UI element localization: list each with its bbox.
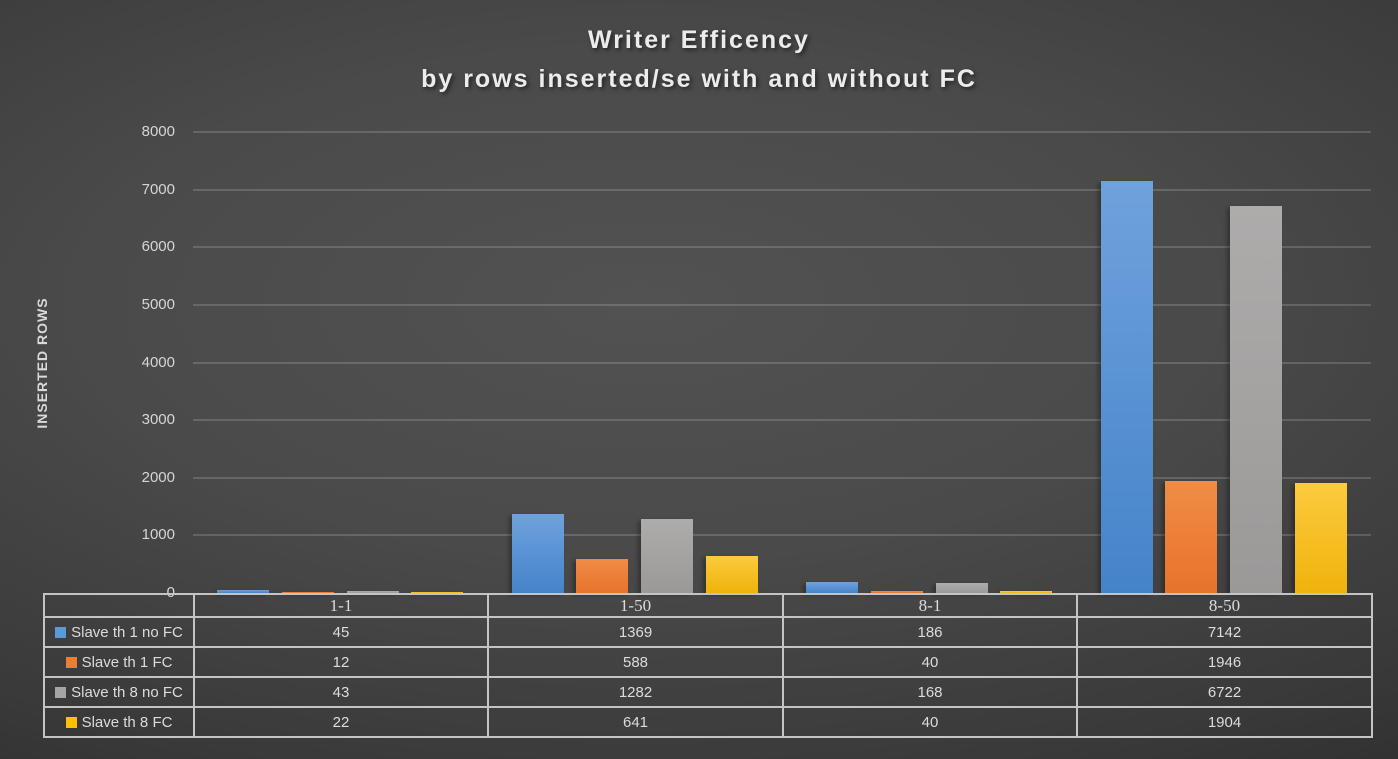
table-row-slave-th-1-fc: Slave th 1 FC 12 588 40 1946 xyxy=(43,646,1373,678)
table-header-row: 1-1 1-50 8-1 8-50 xyxy=(43,593,1373,618)
value-cell-slave-th-1-no-fc-1-1: 45 xyxy=(193,616,489,648)
chart-title-line-1: Writer Efficency xyxy=(588,26,810,54)
bar-slave-th-1-no-fc-8-50 xyxy=(1100,181,1153,593)
bar-slave-th-8-fc-1-50 xyxy=(705,556,758,593)
table-row-slave-th-1-no-fc: Slave th 1 no FC 45 1369 186 7142 xyxy=(43,616,1373,648)
chart-title: Writer Efficency by rows inserted/se wit… xyxy=(0,21,1398,99)
data-table: 1-1 1-50 8-1 8-50 Slave th 1 no FC 45 1369 186 7… xyxy=(43,593,1373,738)
category-header-8-1: 8-1 xyxy=(782,593,1078,618)
gridline xyxy=(193,534,1371,537)
series-legend-slave-th-1-fc: Slave th 1 FC xyxy=(43,646,195,678)
table-row-slave-th-8-fc: Slave th 8 FC 22 641 40 1904 xyxy=(43,706,1373,738)
y-axis-tick-label: 8000 xyxy=(141,123,175,140)
chart-title-line-2: by rows inserted/se with and without FC xyxy=(421,65,977,93)
gridline xyxy=(193,131,1371,133)
bar-group-8-50 xyxy=(1077,132,1372,593)
gridline xyxy=(193,246,1371,249)
bar-slave-th-8-fc-1-1 xyxy=(411,591,464,593)
bar-slave-th-8-fc-8-50 xyxy=(1294,483,1347,593)
y-axis-title: INSERTED ROWS xyxy=(34,297,50,429)
gridline xyxy=(193,361,1371,364)
y-axis-tick-label: 5000 xyxy=(141,295,175,313)
y-axis-tick-label: 6000 xyxy=(141,238,175,256)
bar-slave-th-1-fc-8-50 xyxy=(1165,480,1218,593)
gridline xyxy=(193,188,1371,191)
bar-slave-th-1-no-fc-1-50 xyxy=(511,514,564,593)
legend-swatch-icon xyxy=(65,716,77,728)
gridline xyxy=(193,476,1371,479)
value-cell-slave-th-1-fc-8-1: 40 xyxy=(782,646,1078,678)
plot-area xyxy=(193,131,1372,593)
legend-swatch-icon xyxy=(55,686,67,698)
category-header-1-1: 1-1 xyxy=(193,593,489,618)
value-cell-slave-th-1-fc-1-1: 12 xyxy=(193,646,489,678)
value-cell-slave-th-8-no-fc-8-50: 6722 xyxy=(1076,676,1373,708)
bar-slave-th-8-no-fc-8-1 xyxy=(935,583,988,593)
value-cell-slave-th-1-no-fc-1-50: 1369 xyxy=(487,616,784,648)
value-cell-slave-th-1-fc-1-50: 588 xyxy=(487,646,784,678)
bar-slave-th-1-no-fc-1-1 xyxy=(217,590,270,593)
series-name: Slave th 8 FC xyxy=(81,713,173,731)
category-header-1-50: 1-50 xyxy=(487,593,784,618)
legend-swatch-icon xyxy=(55,626,67,638)
y-axis-tick-label: 2000 xyxy=(141,468,175,486)
value-cell-slave-th-1-fc-8-50: 1946 xyxy=(1076,646,1373,678)
bar-group-8-1 xyxy=(782,132,1077,593)
gridline xyxy=(193,419,1371,422)
y-axis-tick-label: 0 xyxy=(166,584,175,601)
series-legend-slave-th-1-no-fc: Slave th 1 no FC xyxy=(43,616,195,648)
bar-slave-th-1-no-fc-8-1 xyxy=(806,582,859,593)
value-cell-slave-th-1-no-fc-8-1: 186 xyxy=(782,616,1078,648)
value-cell-slave-th-8-no-fc-1-50: 1282 xyxy=(487,676,784,708)
value-cell-slave-th-8-fc-8-50: 1904 xyxy=(1076,706,1373,738)
bar-slave-th-8-no-fc-1-1 xyxy=(346,590,399,593)
series-legend-slave-th-8-no-fc: Slave th 8 no FC xyxy=(43,676,195,708)
bar-slave-th-1-fc-1-1 xyxy=(281,592,334,593)
bar-slave-th-8-fc-8-1 xyxy=(1000,590,1053,593)
bar-group-1-1 xyxy=(193,132,488,593)
series-name: Slave th 1 no FC xyxy=(71,623,183,641)
legend-swatch-icon xyxy=(65,656,77,668)
y-axis-tick-label: 1000 xyxy=(141,526,175,544)
bar-group-1-50 xyxy=(488,132,783,593)
table-row-slave-th-8-no-fc: Slave th 8 no FC 43 1282 168 6722 xyxy=(43,676,1373,708)
value-cell-slave-th-8-fc-8-1: 40 xyxy=(782,706,1078,738)
series-name: Slave th 8 no FC xyxy=(71,683,183,701)
y-axis-tick-label: 3000 xyxy=(141,411,175,429)
value-cell-slave-th-8-fc-1-1: 22 xyxy=(193,706,489,738)
category-header-8-50: 8-50 xyxy=(1076,593,1373,618)
y-axis-tick-label: 4000 xyxy=(141,353,175,371)
value-cell-slave-th-8-no-fc-1-1: 43 xyxy=(193,676,489,708)
bar-slave-th-8-no-fc-1-50 xyxy=(641,519,694,593)
y-axis-tick-label: 7000 xyxy=(141,180,175,198)
value-cell-slave-th-8-no-fc-8-1: 168 xyxy=(782,676,1078,708)
series-name: Slave th 1 FC xyxy=(81,653,173,671)
table-corner-cell xyxy=(43,593,195,618)
gridline xyxy=(193,303,1371,306)
value-cell-slave-th-8-fc-1-50: 641 xyxy=(487,706,784,738)
bar-slave-th-8-no-fc-8-50 xyxy=(1230,205,1283,593)
bar-slave-th-1-fc-8-1 xyxy=(870,590,923,593)
series-legend-slave-th-8-fc: Slave th 8 FC xyxy=(43,706,195,738)
bar-slave-th-1-fc-1-50 xyxy=(576,559,629,593)
value-cell-slave-th-1-no-fc-8-50: 7142 xyxy=(1076,616,1373,648)
